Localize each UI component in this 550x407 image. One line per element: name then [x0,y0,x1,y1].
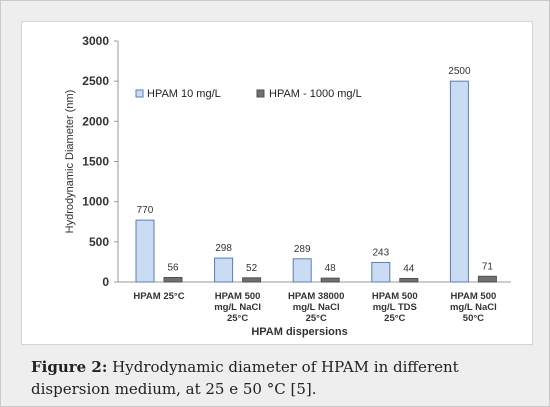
x-tick-label: HPAM 500 [372,291,418,302]
chart-panel [21,21,533,345]
y-tick-label: 500 [89,235,109,249]
data-label: 71 [482,261,494,272]
caption-label: Figure 2: [31,358,108,376]
x-tick-label: mg/L NaCl [214,302,261,313]
x-tick-label: 25°C [306,313,327,324]
data-label: 243 [372,247,389,258]
bar-hpam-1000-3 [399,277,419,283]
bar-hpam-1000-2 [320,277,340,283]
x-tick-label: mg/L TDS [373,302,417,313]
bar-hpam-10-1 [214,257,234,283]
x-tick-label: 25°C [227,313,248,324]
x-tick-label: HPAM 500 [215,291,261,302]
y-tick-label: 2500 [82,74,109,88]
legend-label-hpam-1000: HPAM - 1000 mg/L [269,88,362,100]
bar-hpam-1000-1 [242,277,262,283]
data-label: 2500 [448,66,471,77]
x-tick-label: mg/L NaCl [293,302,340,313]
x-tick-label: HPAM 38000 [288,291,344,302]
bar-hpam-1000-0 [163,277,183,283]
figure-caption: Figure 2: Hydrodynamic diameter of HPAM … [31,356,531,400]
y-tick-label: 0 [102,275,109,289]
x-tick-label: 50°C [463,313,484,324]
x-axis-title: HPAM dispersions [251,326,347,338]
y-tick-label: 1500 [82,155,109,169]
bar-chart: 0 500 1000 1500 2000 2500 3000 Hydrodynamic Dia… [64,34,511,338]
y-tick-label: 3000 [82,34,109,48]
data-label: 770 [137,205,154,216]
x-tick-label: mg/L NaCl [450,302,497,313]
legend-swatch-hpam-1000 [256,89,265,98]
data-label: 56 [167,263,179,274]
x-tick-label: 25°C [384,313,405,324]
x-tick-label: HPAM 500 [451,291,497,302]
legend-label-hpam-10: HPAM 10 mg/L [147,88,221,100]
data-label: 52 [246,263,258,274]
data-label: 44 [403,263,415,274]
bar-hpam-10-4 [449,80,469,283]
x-tick-label: HPAM 25°C [133,291,184,302]
legend-swatch-hpam-10 [135,89,144,98]
y-tick-label: 2000 [82,114,109,128]
bar-hpam-10-3 [371,261,391,283]
bar-hpam-10-0 [135,219,155,283]
data-label: 48 [325,263,337,274]
data-label: 289 [294,244,311,255]
y-axis-title: Hydrodynamic Diameter (nm) [64,90,76,234]
y-tick-label: 1000 [82,195,109,209]
bar-hpam-10-2 [292,258,312,283]
bar-hpam-1000-4 [477,275,497,283]
caption-text: Hydrodynamic diameter of HPAM in differe… [31,358,459,398]
data-label: 298 [215,243,232,254]
